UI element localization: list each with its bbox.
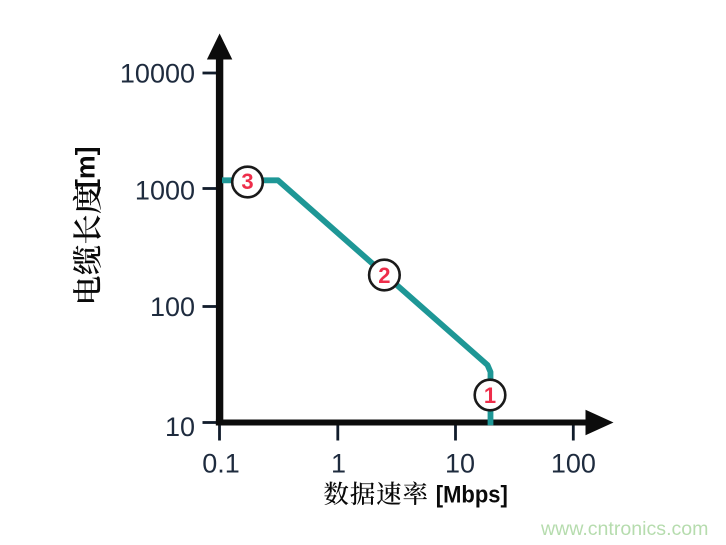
svg-text:100: 100	[150, 292, 195, 322]
svg-text:10000: 10000	[120, 59, 195, 89]
svg-text:[m]: [m]	[70, 147, 100, 189]
svg-text:0.1: 0.1	[202, 449, 240, 479]
svg-text:1000: 1000	[135, 176, 195, 206]
svg-text:1: 1	[331, 449, 346, 479]
svg-text:10: 10	[445, 449, 475, 479]
svg-text:[Mbps]: [Mbps]	[436, 482, 508, 509]
svg-text:2: 2	[378, 263, 390, 288]
svg-text:3: 3	[241, 169, 253, 194]
svg-text:100: 100	[551, 449, 596, 479]
svg-text:1: 1	[484, 383, 496, 408]
svg-text:www.cntronics.com: www.cntronics.com	[540, 518, 708, 540]
svg-text:10: 10	[165, 412, 195, 442]
